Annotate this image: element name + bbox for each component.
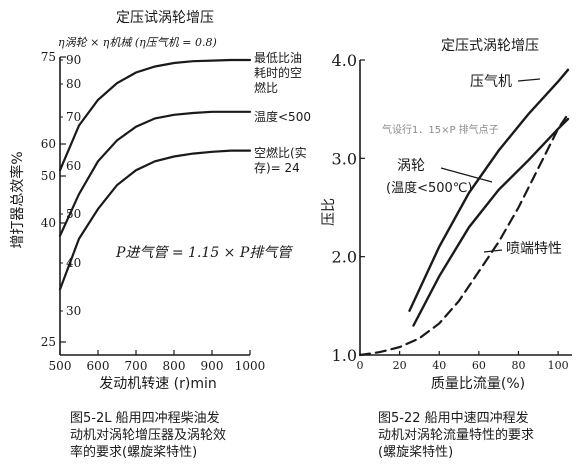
- left-series-line-1: [58, 58, 252, 172]
- left-series-1-label-line-2: 耗时的空: [254, 65, 302, 80]
- right-series-line-1: [408, 68, 570, 312]
- left-series-2-label: 温度<500: [254, 109, 311, 124]
- right-y-tick-label: 3.0: [332, 149, 357, 168]
- left-pressure-annotation: P进气管 = 1.15 × P排气管: [115, 245, 293, 261]
- right-y-tick-label: 1.0: [332, 346, 357, 365]
- left-chart: 定压试涡轮增压 η涡轮 × η机械 (η压气机 = 0.8) 500 600 700…: [9, 10, 311, 392]
- left-chart-subtitle: η涡轮 × η机械 (η压气机 = 0.8): [58, 36, 217, 49]
- right-turbine-sublabel: (温度<500℃): [386, 180, 472, 196]
- right-nozzle-label: 喷端特性: [506, 241, 562, 257]
- left-inner-tick-label: 70: [66, 110, 81, 124]
- left-inner-tick-label: 90: [66, 53, 81, 67]
- right-x-tick-label: 40: [432, 359, 446, 372]
- left-y-tick-label: 75: [41, 50, 56, 64]
- left-series-3-label-line-2: 存)= 24: [254, 161, 300, 175]
- left-series-line-2: [58, 110, 252, 237]
- right-turbine-leader: [440, 167, 493, 183]
- right-y-axis-label: 压比: [321, 198, 337, 226]
- left-x-tick-label: 600: [87, 359, 110, 373]
- right-compressor-label: 压气机: [470, 74, 512, 90]
- left-inner-tick-label: 60: [66, 159, 81, 173]
- right-pressure-annotation: 气设行1．15×P 排气点子: [382, 123, 499, 136]
- right-x-ticks: 0 20 40 60 80 100: [357, 351, 569, 372]
- left-series-1-label-line-3: 燃比: [254, 80, 278, 95]
- left-x-tick-label: 500: [49, 359, 72, 373]
- left-series-3-label-line-1: 空燃比(实: [254, 145, 307, 160]
- left-x-ticks: 500 600 700 800 900 1000: [49, 350, 266, 373]
- right-chart: 定压式涡轮增压 0 20 40 60 80 100 1.0 2.0 3.0 4.0 压比 质量比…: [321, 38, 572, 392]
- left-y-tick-label: 60: [41, 137, 56, 151]
- right-series-line-2: [412, 117, 570, 327]
- right-y-tick-label: 2.0: [332, 248, 357, 267]
- left-y-tick-label: 40: [41, 216, 56, 230]
- left-x-tick-label: 1000: [235, 359, 266, 373]
- right-x-tick-label: 80: [511, 359, 525, 372]
- right-x-axis-label: 质量比流量(%): [431, 376, 525, 392]
- right-y-ticks: 1.0 2.0 3.0 4.0: [332, 51, 365, 365]
- left-series-line-3: [58, 149, 252, 291]
- right-nozzle-leader: [483, 249, 503, 253]
- left-chart-title: 定压试涡轮增压: [116, 10, 214, 26]
- left-series: [58, 58, 252, 291]
- left-y-tick-label: 50: [41, 169, 56, 183]
- right-figure-caption: 图5-22 船用中速四冲程发 动机对涡轮流量特性的要求 (螺旋桨特性): [378, 411, 535, 460]
- left-inner-tick-label: 50: [66, 207, 81, 221]
- left-series-1-label-line-1: 最低比油: [254, 51, 302, 65]
- left-x-tick-label: 900: [201, 359, 224, 373]
- right-y-tick-label: 4.0: [332, 51, 357, 70]
- left-inner-tick-label: 30: [66, 304, 81, 318]
- right-compressor-leader: [517, 78, 541, 82]
- left-x-axis-label: 发动机转速 (r)min: [99, 376, 217, 392]
- left-y-ticks: 25 40 50 60 75 30 40 50 60 70 80 90: [41, 50, 82, 349]
- right-x-tick-label: 100: [548, 359, 569, 372]
- right-series-line-3: [358, 113, 570, 357]
- right-x-tick-label: 60: [472, 359, 486, 372]
- left-inner-tick-label: 40: [66, 256, 81, 270]
- left-y-tick-label: 25: [41, 335, 56, 349]
- left-figure-caption: 图5-2L 船用四冲程柴油发 动机对涡轮增压器及涡轮效 率的要求(螺旋桨特性): [70, 411, 227, 460]
- right-x-tick-label: 20: [393, 359, 407, 372]
- left-inner-tick-label: 80: [66, 77, 81, 91]
- left-y-axis-label: 增打器总效率%: [9, 151, 26, 248]
- right-x-tick-label: 0: [357, 359, 364, 372]
- right-turbine-label: 涡轮: [397, 158, 425, 174]
- left-x-tick-label: 700: [125, 359, 148, 373]
- right-series: [358, 68, 570, 357]
- left-x-tick-label: 800: [163, 359, 186, 373]
- right-chart-title: 定压式涡轮增压: [441, 38, 539, 54]
